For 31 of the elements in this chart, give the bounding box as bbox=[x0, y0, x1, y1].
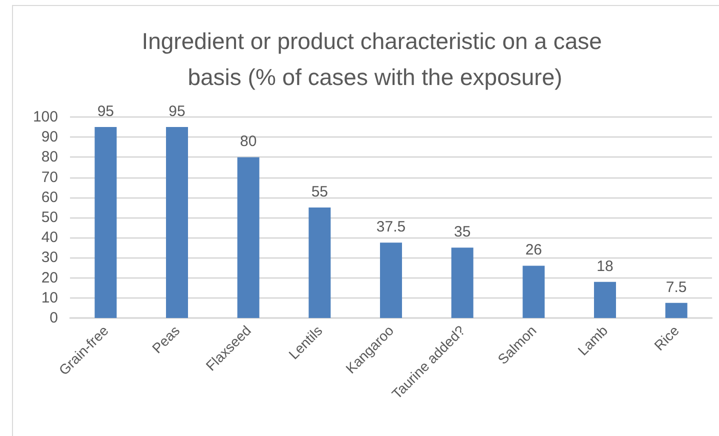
y-tick-label: 30 bbox=[41, 249, 58, 266]
y-tick-label: 100 bbox=[32, 108, 58, 126]
y-tick-label: 60 bbox=[41, 188, 58, 206]
chart-title: Ingredient or product characteristic on a case basis (% of cases with the exposure) bbox=[142, 28, 608, 90]
y-tick-label: 20 bbox=[41, 269, 58, 286]
data-label: 18 bbox=[596, 258, 614, 275]
y-tick-label: 10 bbox=[41, 289, 58, 306]
bar bbox=[166, 127, 188, 318]
bar bbox=[380, 242, 402, 318]
y-tick-label: 40 bbox=[41, 229, 58, 246]
data-label: 95 bbox=[168, 103, 186, 120]
bar bbox=[451, 248, 474, 318]
y-tick-label: 70 bbox=[41, 168, 58, 186]
bar bbox=[94, 127, 117, 318]
y-tick-label: 0 bbox=[50, 310, 58, 326]
data-label: 55 bbox=[311, 183, 328, 200]
data-label: 7.5 bbox=[666, 278, 687, 296]
bar bbox=[522, 266, 545, 318]
bar bbox=[594, 282, 616, 318]
data-label: 37.5 bbox=[376, 218, 406, 236]
y-tick-label: 80 bbox=[41, 148, 58, 166]
bar bbox=[308, 207, 331, 318]
data-label: 95 bbox=[97, 103, 114, 120]
y-tick-label: 50 bbox=[41, 209, 58, 226]
y-tick-label: 90 bbox=[41, 128, 58, 146]
data-label: 35 bbox=[454, 224, 471, 241]
data-label: 26 bbox=[525, 242, 542, 259]
bar bbox=[665, 302, 688, 318]
data-label: 80 bbox=[240, 133, 257, 150]
bar bbox=[237, 157, 260, 318]
x-tick-label: Rice bbox=[650, 322, 682, 354]
